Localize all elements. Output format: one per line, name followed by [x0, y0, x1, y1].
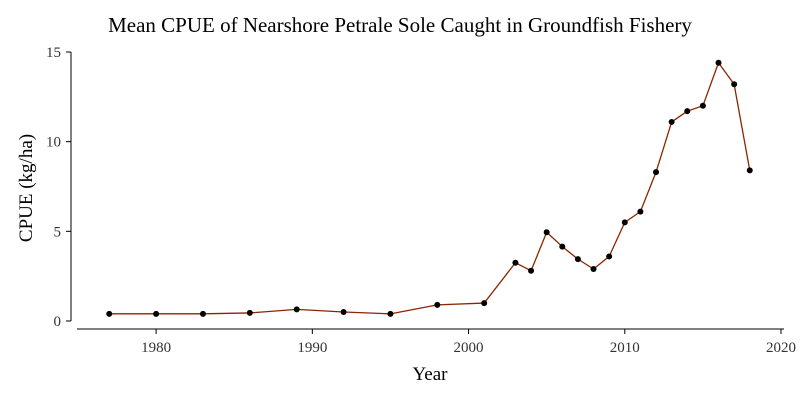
series-line-segment: [639, 171, 657, 212]
y-tick-label: 10: [46, 135, 61, 151]
series-line-segment: [624, 211, 641, 223]
data-point: [559, 243, 566, 250]
data-point: [340, 309, 347, 316]
x-tick-label: 1980: [141, 340, 171, 356]
data-point: [606, 253, 613, 260]
data-point: [199, 310, 206, 317]
data-point: [387, 310, 394, 317]
series-line-segment: [249, 308, 297, 314]
data-point: [481, 300, 488, 307]
x-tick-label: 1990: [297, 340, 327, 356]
y-tick-label: 5: [54, 224, 62, 240]
data-point: [574, 256, 581, 263]
x-tick-label: 2020: [766, 340, 796, 356]
series-line-segment: [702, 62, 720, 107]
data-point: [731, 81, 738, 88]
data-point: [637, 208, 644, 215]
data-point: [106, 310, 113, 317]
data-point: [653, 169, 660, 176]
series-line-segment: [530, 231, 548, 272]
chart-title: Mean CPUE of Nearshore Petrale Sole Caug…: [108, 13, 692, 37]
data-point: [153, 310, 160, 317]
data-point: [543, 229, 550, 236]
series-line-segment: [608, 222, 626, 257]
series-line-segment: [296, 308, 344, 313]
series-line-segment: [593, 255, 610, 270]
series-line-segment: [546, 231, 563, 248]
data-point: [715, 59, 722, 66]
series-line-segment: [655, 121, 673, 173]
series-line-segment: [561, 246, 579, 260]
y-ticks: 0 5 10 15: [46, 45, 71, 330]
series-line-segment: [577, 258, 594, 270]
x-ticks: 1980 1990 2000 2010 2020: [141, 329, 796, 356]
data-point: [668, 118, 675, 125]
data-point: [621, 219, 628, 226]
data-point: [746, 167, 753, 174]
y-tick-label: 15: [46, 45, 61, 61]
data-point: [684, 108, 691, 115]
data-points: [106, 59, 753, 317]
data-point: [246, 309, 253, 316]
series-line-segment: [437, 302, 485, 306]
series-line-segment: [671, 110, 688, 123]
x-tick-label: 2000: [454, 340, 484, 356]
series-line-segment: [343, 311, 391, 315]
y-tick-label: 0: [54, 314, 62, 330]
data-point: [699, 102, 706, 109]
series-lines: [109, 62, 751, 315]
series-line-segment: [717, 62, 735, 85]
series-line-segment: [483, 262, 516, 304]
data-point: [528, 267, 535, 274]
series-line-segment: [733, 84, 751, 171]
data-point: [293, 306, 300, 313]
data-point: [434, 301, 441, 308]
data-point: [590, 265, 597, 272]
x-axis-label: Year: [412, 364, 448, 385]
data-point: [512, 259, 519, 266]
series-line-segment: [202, 312, 250, 315]
series-line-segment: [390, 304, 438, 315]
x-tick-label: 2010: [610, 340, 640, 356]
